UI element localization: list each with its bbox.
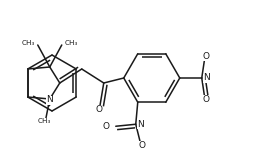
Text: N: N — [137, 120, 143, 129]
Text: O: O — [95, 105, 102, 114]
Text: CH₃: CH₃ — [65, 40, 78, 46]
Text: N: N — [203, 74, 210, 83]
Text: O: O — [202, 52, 209, 61]
Text: CH₃: CH₃ — [38, 118, 51, 124]
Text: O: O — [138, 141, 145, 150]
Text: O: O — [202, 95, 209, 104]
Text: N: N — [46, 95, 53, 105]
Text: CH₃: CH₃ — [21, 40, 35, 46]
Text: O: O — [103, 122, 110, 131]
